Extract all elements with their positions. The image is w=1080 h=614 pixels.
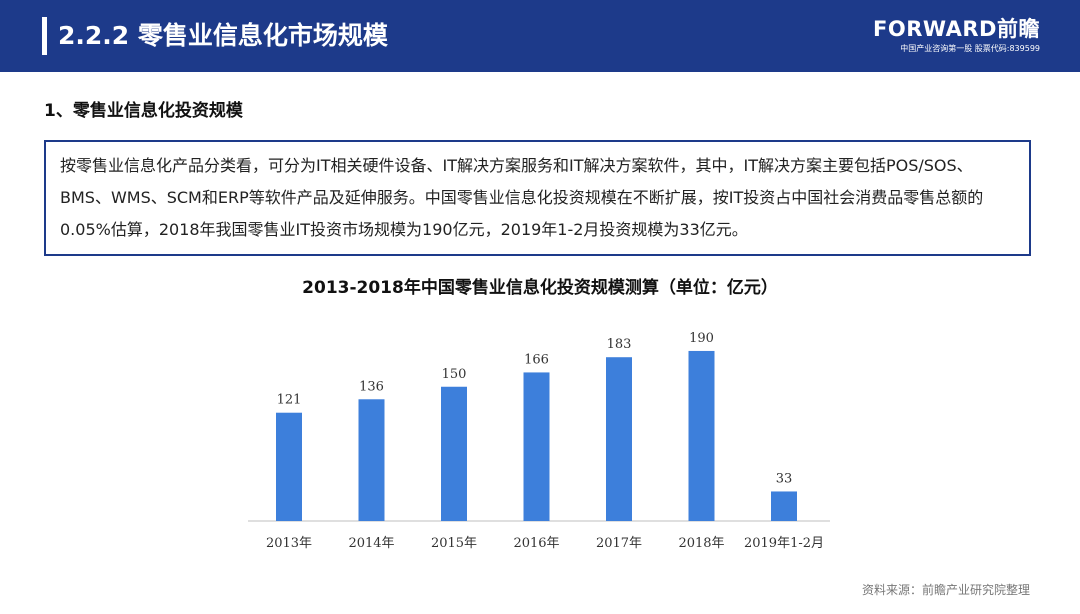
x-tick-label-1: 2014年 <box>348 536 394 551</box>
bar-4 <box>606 357 632 521</box>
brand-logo: FORWARD前瞻 中国产业咨询第一股 股票代码:839599 <box>873 17 1040 55</box>
data-label-3: 166 <box>524 352 549 367</box>
chart-title: 2013-2018年中国零售业信息化投资规模测算（单位：亿元） <box>302 278 778 298</box>
bar-5 <box>688 350 715 521</box>
data-label-4: 183 <box>607 337 632 352</box>
bar-6 <box>771 491 797 521</box>
source-note: 资料来源：前瞻产业研究院整理 <box>861 583 1030 597</box>
data-label-6: 33 <box>776 471 793 486</box>
data-label-2: 150 <box>442 367 467 382</box>
header-accent-bar <box>42 17 47 55</box>
page-title: 2.2.2 零售业信息化市场规模 <box>58 21 388 50</box>
bar-0 <box>276 412 302 521</box>
description-text: 按零售业信息化产品分类看，可分为IT相关硬件设备、IT解决方案服务和IT解决方案… <box>60 156 984 239</box>
bar-chart: 121 2013年 136 2014年 150 2015年 166 2016年 183 2017年… <box>248 331 830 551</box>
x-tick-label-0: 2013年 <box>266 536 312 551</box>
x-tick-label-3: 2016年 <box>513 536 559 551</box>
x-tick-label-4: 2017年 <box>596 536 642 551</box>
header-banner: 2.2.2 零售业信息化市场规模 FORWARD前瞻 中国产业咨询第一股 股票代… <box>0 0 1080 72</box>
bar-2 <box>441 386 467 521</box>
data-label-5: 190 <box>689 331 714 346</box>
data-label-0: 121 <box>277 393 302 408</box>
data-label-1: 136 <box>359 379 384 394</box>
bar-1 <box>358 399 385 521</box>
description-box: 按零售业信息化产品分类看，可分为IT相关硬件设备、IT解决方案服务和IT解决方案… <box>44 140 1031 256</box>
bar-group: 121 2013年 136 2014年 150 2015年 166 2016年 183 2017年… <box>266 331 824 551</box>
x-tick-label-6: 2019年1-2月 <box>744 536 824 551</box>
bar-3 <box>523 372 550 521</box>
x-tick-label-2: 2015年 <box>431 536 477 551</box>
section-heading: 1、零售业信息化投资规模 <box>44 101 243 121</box>
brand-tagline: 中国产业咨询第一股 股票代码:839599 <box>900 44 1040 53</box>
x-tick-label-5: 2018年 <box>678 536 724 551</box>
brand-name: FORWARD前瞻 <box>873 17 1040 41</box>
